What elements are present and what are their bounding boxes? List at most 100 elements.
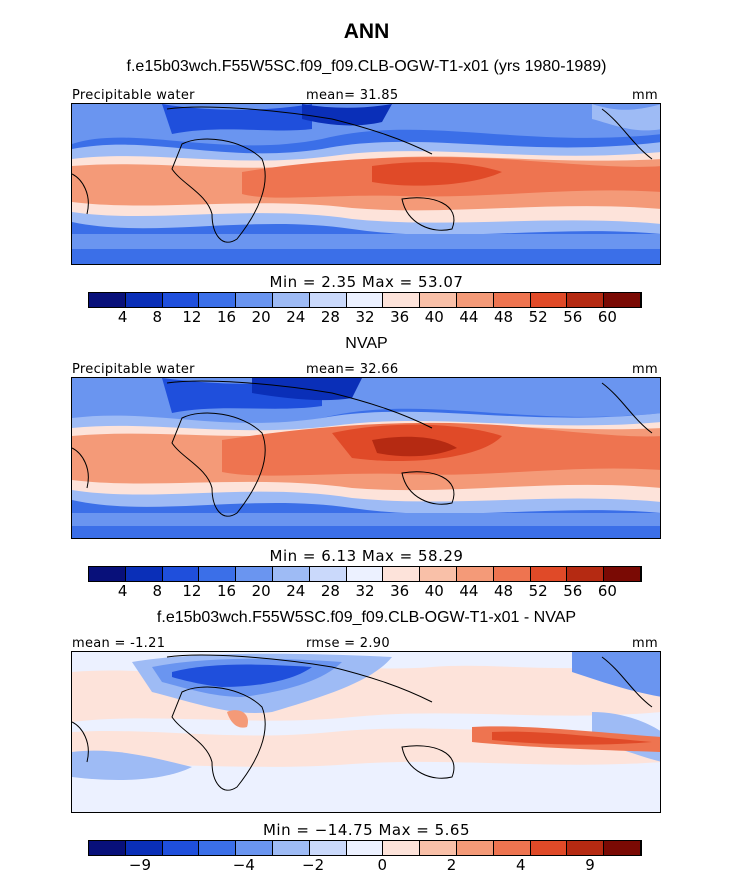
colorbar-swatch [420,293,457,307]
colorbar-swatch [162,841,200,855]
panel1-unit-label: mm [632,88,658,103]
panel3-unit-label: mm [632,636,658,651]
colorbar-swatch [383,841,421,855]
colorbar-swatch [309,841,347,855]
colorbar-tick-label: 9 [585,856,595,874]
colorbar-tick-label: 32 [355,308,375,326]
colorbar-swatch [346,841,384,855]
colorbar-swatch [420,841,457,855]
colorbar-tick-label: 44 [459,582,479,600]
panel2-unit-label: mm [632,362,658,377]
colorbar-tick-label: 52 [528,582,548,600]
colorbar-tick-label: 16 [216,582,237,600]
colorbar-swatch [346,293,384,307]
panel3-min-max: Min = −14.75 Max = 5.65 [262,821,470,839]
colorbar-swatch [125,841,163,855]
colorbar-swatch [89,841,126,855]
colorbar-tick-label: −9 [128,856,151,874]
colorbar-tick-label: 12 [182,582,202,600]
colorbar-swatch [89,293,126,307]
panel3-subtitle: f.e15b03wch.F55W5SC.f09_f09.CLB-OGW-T1-x… [156,609,577,626]
colorbar-tick-label: 8 [152,582,163,600]
colorbar-tick-label: 2 [446,856,457,874]
colorbar-tick-label: 28 [320,582,340,600]
colorbar-swatch [456,293,494,307]
colorbar-swatch [493,293,531,307]
panel2-subtitle: NVAP [345,335,388,352]
colorbar-swatch [604,841,641,855]
colorbar-swatch [272,841,310,855]
figure-title: ANN [343,20,390,43]
colorbar-swatch [272,293,310,307]
colorbar-swatch [125,293,163,307]
colorbar-swatch [346,567,384,581]
colorbar-tick-label: 24 [286,308,306,326]
colorbar-tick-label: 60 [597,308,617,326]
colorbar-tick-label: 28 [320,308,340,326]
colorbar-tick-label: 20 [251,582,271,600]
colorbar-tick-label: 20 [251,308,271,326]
colorbar-swatch [567,841,605,855]
colorbar-tick-label: 56 [563,582,583,600]
colorbar-swatch [236,841,273,855]
colorbar-swatch [530,567,568,581]
colorbar-tick-label: 4 [117,308,128,326]
colorbar-swatch [309,293,347,307]
panel1-min-max: Min = 2.35 Max = 53.07 [269,273,464,291]
colorbar-tick-label: −2 [302,856,325,874]
colorbar-tick-label: 36 [390,308,410,326]
colorbar-tick-label: 16 [216,308,237,326]
colorbar-swatch [604,567,641,581]
colorbar-swatch [420,567,457,581]
colorbar-swatch [199,841,237,855]
colorbar-swatch [162,293,200,307]
panel2-variable-label: Precipitable water [72,362,195,377]
colorbar-swatch [383,567,421,581]
colorbar-tick-label: 48 [493,308,514,326]
colorbar-swatch [530,841,568,855]
panel2-colorbar-ticks: 4 8 12 16 20 24 28 32 36 40 44 48 52 56 60 [88,582,642,600]
colorbar-tick-label: 60 [597,582,617,600]
colorbar-swatch [567,293,605,307]
colorbar-tick-label: 44 [459,308,479,326]
panel1-colorbar [88,292,642,308]
panel1-map [71,103,661,265]
colorbar-tick-label: 4 [516,856,526,874]
panel3-map [71,651,661,813]
colorbar-swatch [383,293,421,307]
colorbar-swatch [456,841,494,855]
panel1-mean-label: mean= 31.85 [306,88,399,103]
panel2-mean-label: mean= 32.66 [306,362,399,377]
colorbar-swatch [530,293,568,307]
colorbar-swatch [493,567,531,581]
colorbar-tick-label: 12 [182,308,202,326]
panel3-colorbar [88,840,642,856]
panel3-mean-label: mean = -1.21 [72,636,166,651]
colorbar-swatch [236,293,273,307]
panel3-rmse-label: rmse = 2.90 [306,636,390,651]
colorbar-tick-label: 48 [493,582,514,600]
panel2-min-max: Min = 6.13 Max = 58.29 [269,547,464,565]
colorbar-swatch [272,567,310,581]
panel2-map [71,377,661,539]
panel1-colorbar-ticks: 4 8 12 16 20 24 28 32 36 40 44 48 52 56 60 [88,308,642,326]
colorbar-tick-label: 40 [424,582,444,600]
colorbar-swatch [89,567,126,581]
colorbar-tick-label: 4 [117,582,128,600]
colorbar-swatch [199,293,237,307]
panel3-colorbar-ticks: −9 −4 −2 0 2 4 9 [88,856,642,874]
colorbar-swatch [567,567,605,581]
colorbar-swatch [162,567,200,581]
colorbar-tick-label: 56 [563,308,583,326]
colorbar-tick-label: 52 [528,308,548,326]
colorbar-swatch [309,567,347,581]
colorbar-swatch [456,567,494,581]
colorbar-swatch [493,841,531,855]
colorbar-swatch [125,567,163,581]
panel2-colorbar [88,566,642,582]
colorbar-swatch [236,567,273,581]
colorbar-tick-label: 40 [424,308,444,326]
colorbar-tick-label: 8 [152,308,163,326]
colorbar-tick-label: 0 [377,856,388,874]
colorbar-swatch [604,293,641,307]
